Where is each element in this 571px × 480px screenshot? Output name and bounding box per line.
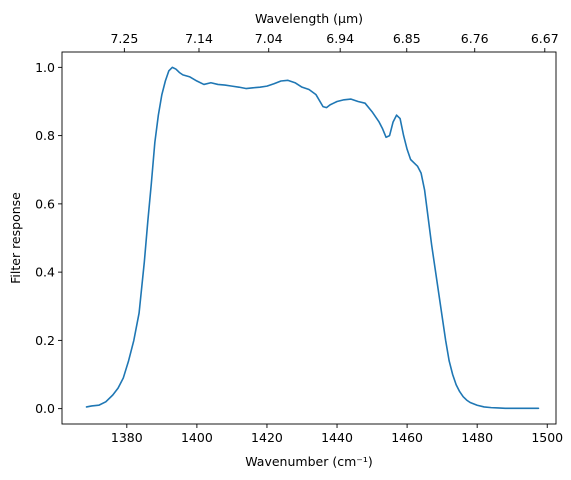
top-tick-label: 6.85 [393, 31, 421, 46]
x-tick-label: 1480 [461, 430, 493, 445]
top-tick-label: 6.94 [326, 31, 354, 46]
y-tick-label: 0.6 [35, 196, 55, 211]
x-tick-label: 1420 [251, 430, 283, 445]
x-axis-label: Wavenumber (cm⁻¹) [245, 454, 372, 469]
top-axis-label: Wavelength (μm) [255, 11, 363, 26]
top-tick-label: 7.14 [185, 31, 213, 46]
x-tick-label: 1380 [111, 430, 143, 445]
top-axis-ticks: 7.25 7.14 7.04 6.94 6.85 6.76 6.67 [110, 31, 559, 52]
x-tick-label: 1440 [321, 430, 353, 445]
plot-area [62, 52, 556, 424]
top-tick-label: 6.67 [531, 31, 559, 46]
top-tick-label: 7.25 [110, 31, 138, 46]
y-tick-label: 0.2 [35, 333, 55, 348]
y-tick-label: 1.0 [35, 60, 55, 75]
y-tick-label: 0.0 [35, 401, 55, 416]
bottom-axis-ticks: 1380 1400 1420 1440 1460 1480 1500 [111, 424, 563, 445]
plot-frame [61, 51, 557, 425]
y-axis-label: Filter response [8, 192, 23, 284]
x-tick-label: 1500 [531, 430, 563, 445]
y-tick-label: 0.4 [35, 265, 55, 280]
filter-response-line [85, 66, 540, 410]
x-tick-label: 1400 [181, 430, 213, 445]
y-tick-label: 0.8 [35, 128, 55, 143]
top-tick-label: 7.04 [255, 31, 283, 46]
left-axis-ticks: 0.0 0.2 0.4 0.6 0.8 1.0 [35, 60, 62, 416]
top-tick-label: 6.76 [461, 31, 489, 46]
x-tick-label: 1460 [391, 430, 423, 445]
